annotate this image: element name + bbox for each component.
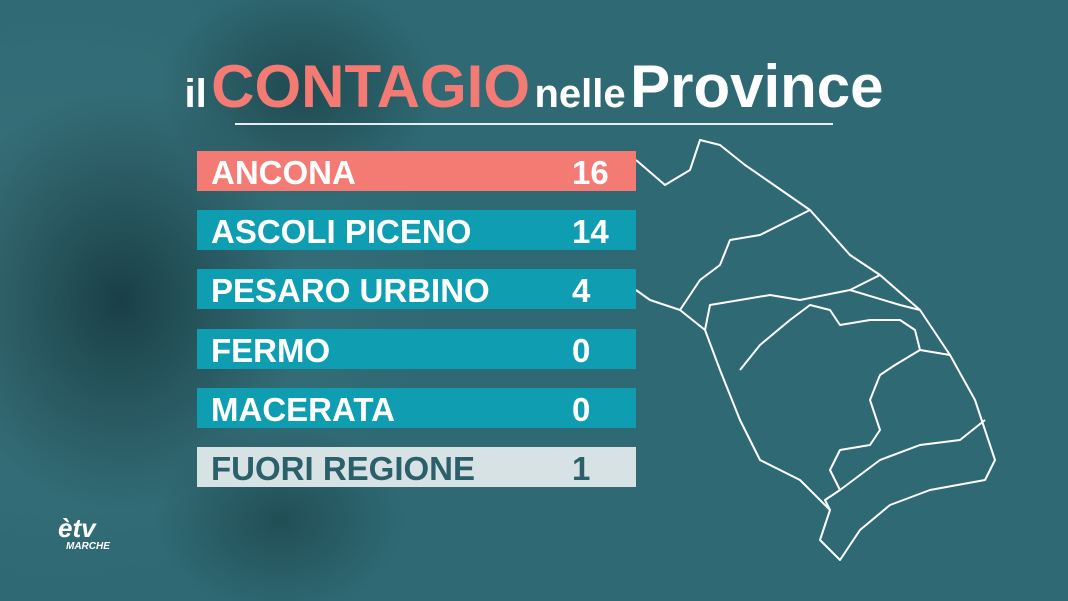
province-name: PESARO URBINO — [211, 272, 490, 310]
table-row: FERMO 0 — [197, 328, 636, 369]
title: il CONTAGIO nelle Province — [0, 52, 1068, 121]
table-row: PESARO URBINO 4 — [197, 269, 636, 310]
logo-brand: ètv — [58, 513, 96, 543]
table-row: MACERATA 0 — [197, 387, 636, 428]
logo: ètv MARCHE — [58, 515, 110, 552]
case-count: 16 — [572, 154, 609, 191]
title-rule — [235, 123, 833, 125]
logo-region: MARCHE — [66, 541, 110, 552]
table-row: ANCONA 16 — [197, 151, 636, 191]
table-row: ASCOLI PICENO 14 — [197, 210, 636, 251]
province-name: ANCONA — [211, 154, 356, 191]
title-part: nelle — [534, 72, 626, 116]
case-count: 1 — [572, 450, 591, 487]
province-name: MACERATA — [211, 390, 395, 428]
title-part: Province — [630, 53, 884, 120]
title-part: CONTAGIO — [211, 53, 531, 120]
table-row: FUORI REGIONE 1 — [197, 447, 636, 487]
province-name: FUORI REGIONE — [211, 450, 476, 487]
province-name: FERMO — [211, 331, 331, 369]
case-count: 4 — [572, 272, 591, 310]
province-name: ASCOLI PICENO — [211, 213, 472, 251]
title-part: il — [184, 72, 207, 116]
case-count: 0 — [572, 390, 591, 428]
case-count: 0 — [572, 331, 591, 369]
case-count: 14 — [572, 213, 609, 251]
